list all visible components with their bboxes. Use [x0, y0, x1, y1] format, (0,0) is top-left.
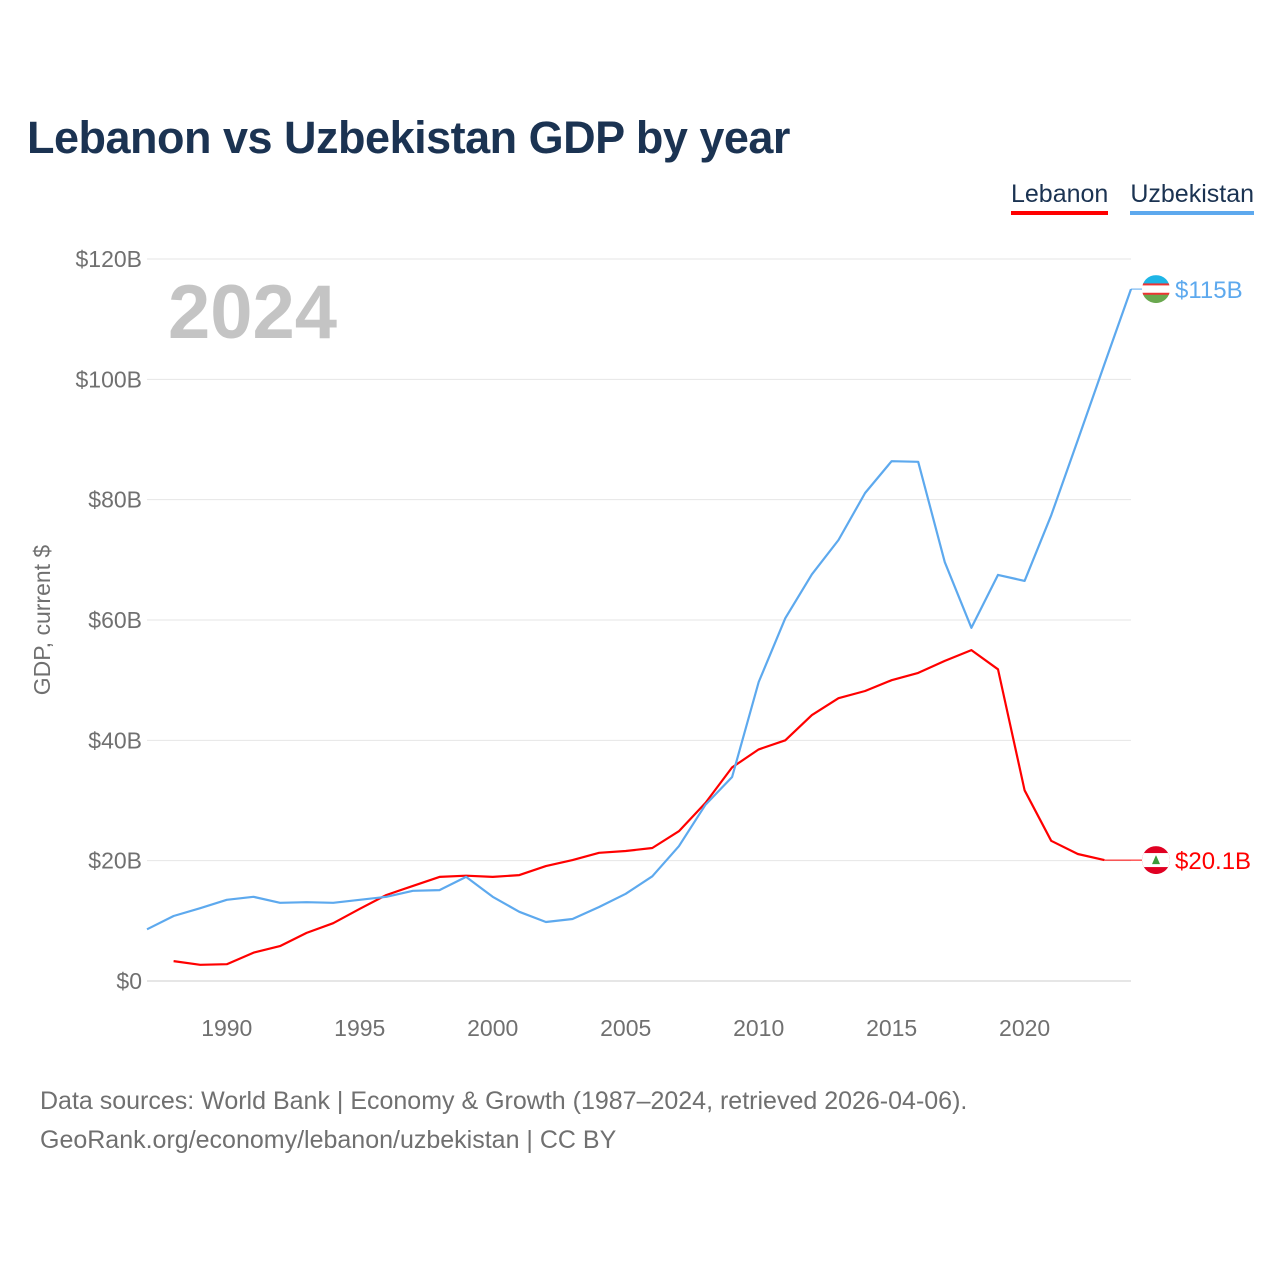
- y-axis-label: GDP, current $: [29, 545, 55, 696]
- y-tick-label: $40B: [88, 727, 142, 753]
- y-tick-label: $100B: [75, 366, 142, 392]
- end-value-label: $115B: [1175, 277, 1243, 304]
- y-tick-label: $60B: [88, 607, 142, 633]
- legend: Lebanon Uzbekistan: [1011, 180, 1254, 215]
- series-line-lebanon[interactable]: [173, 649, 1105, 966]
- year-watermark: 2024: [168, 270, 337, 355]
- chart-area: $0 $20B $40B $60B $80B $100B $120B 1990 1995 2000…: [29, 246, 1251, 1041]
- x-tick-label: 2010: [733, 1015, 784, 1041]
- x-tick-label: 1990: [201, 1015, 252, 1041]
- x-tick-label: 2015: [866, 1015, 917, 1041]
- legend-item-lebanon[interactable]: Lebanon: [1011, 180, 1109, 215]
- y-tick-label: $80B: [88, 487, 142, 513]
- x-tick-label: 2020: [999, 1015, 1050, 1041]
- y-tick-label: $0: [116, 968, 142, 994]
- y-tick-label: $20B: [88, 848, 142, 874]
- data-source-note: Data sources: World Bank | Economy & Gro…: [40, 1087, 968, 1115]
- x-tick-label: 2000: [467, 1015, 518, 1041]
- footer: Data sources: World Bank | Economy & Gro…: [40, 1082, 967, 1160]
- x-tick-label: 1995: [334, 1015, 385, 1041]
- series-line-uzbekistan[interactable]: [146, 288, 1133, 931]
- uzbekistan-flag-icon: [1142, 275, 1170, 304]
- x-tick-label: 2005: [600, 1015, 651, 1041]
- chart-title: Lebanon vs Uzbekistan GDP by year: [27, 112, 790, 163]
- legend-item-uzbekistan[interactable]: Uzbekistan: [1130, 180, 1254, 215]
- end-value-label: $20.1B: [1175, 848, 1251, 875]
- y-tick-label: $120B: [75, 246, 142, 272]
- lebanon-flag-icon: [1142, 846, 1170, 875]
- source-link[interactable]: GeoRank.org/economy/lebanon/uzbekistan |…: [40, 1126, 617, 1154]
